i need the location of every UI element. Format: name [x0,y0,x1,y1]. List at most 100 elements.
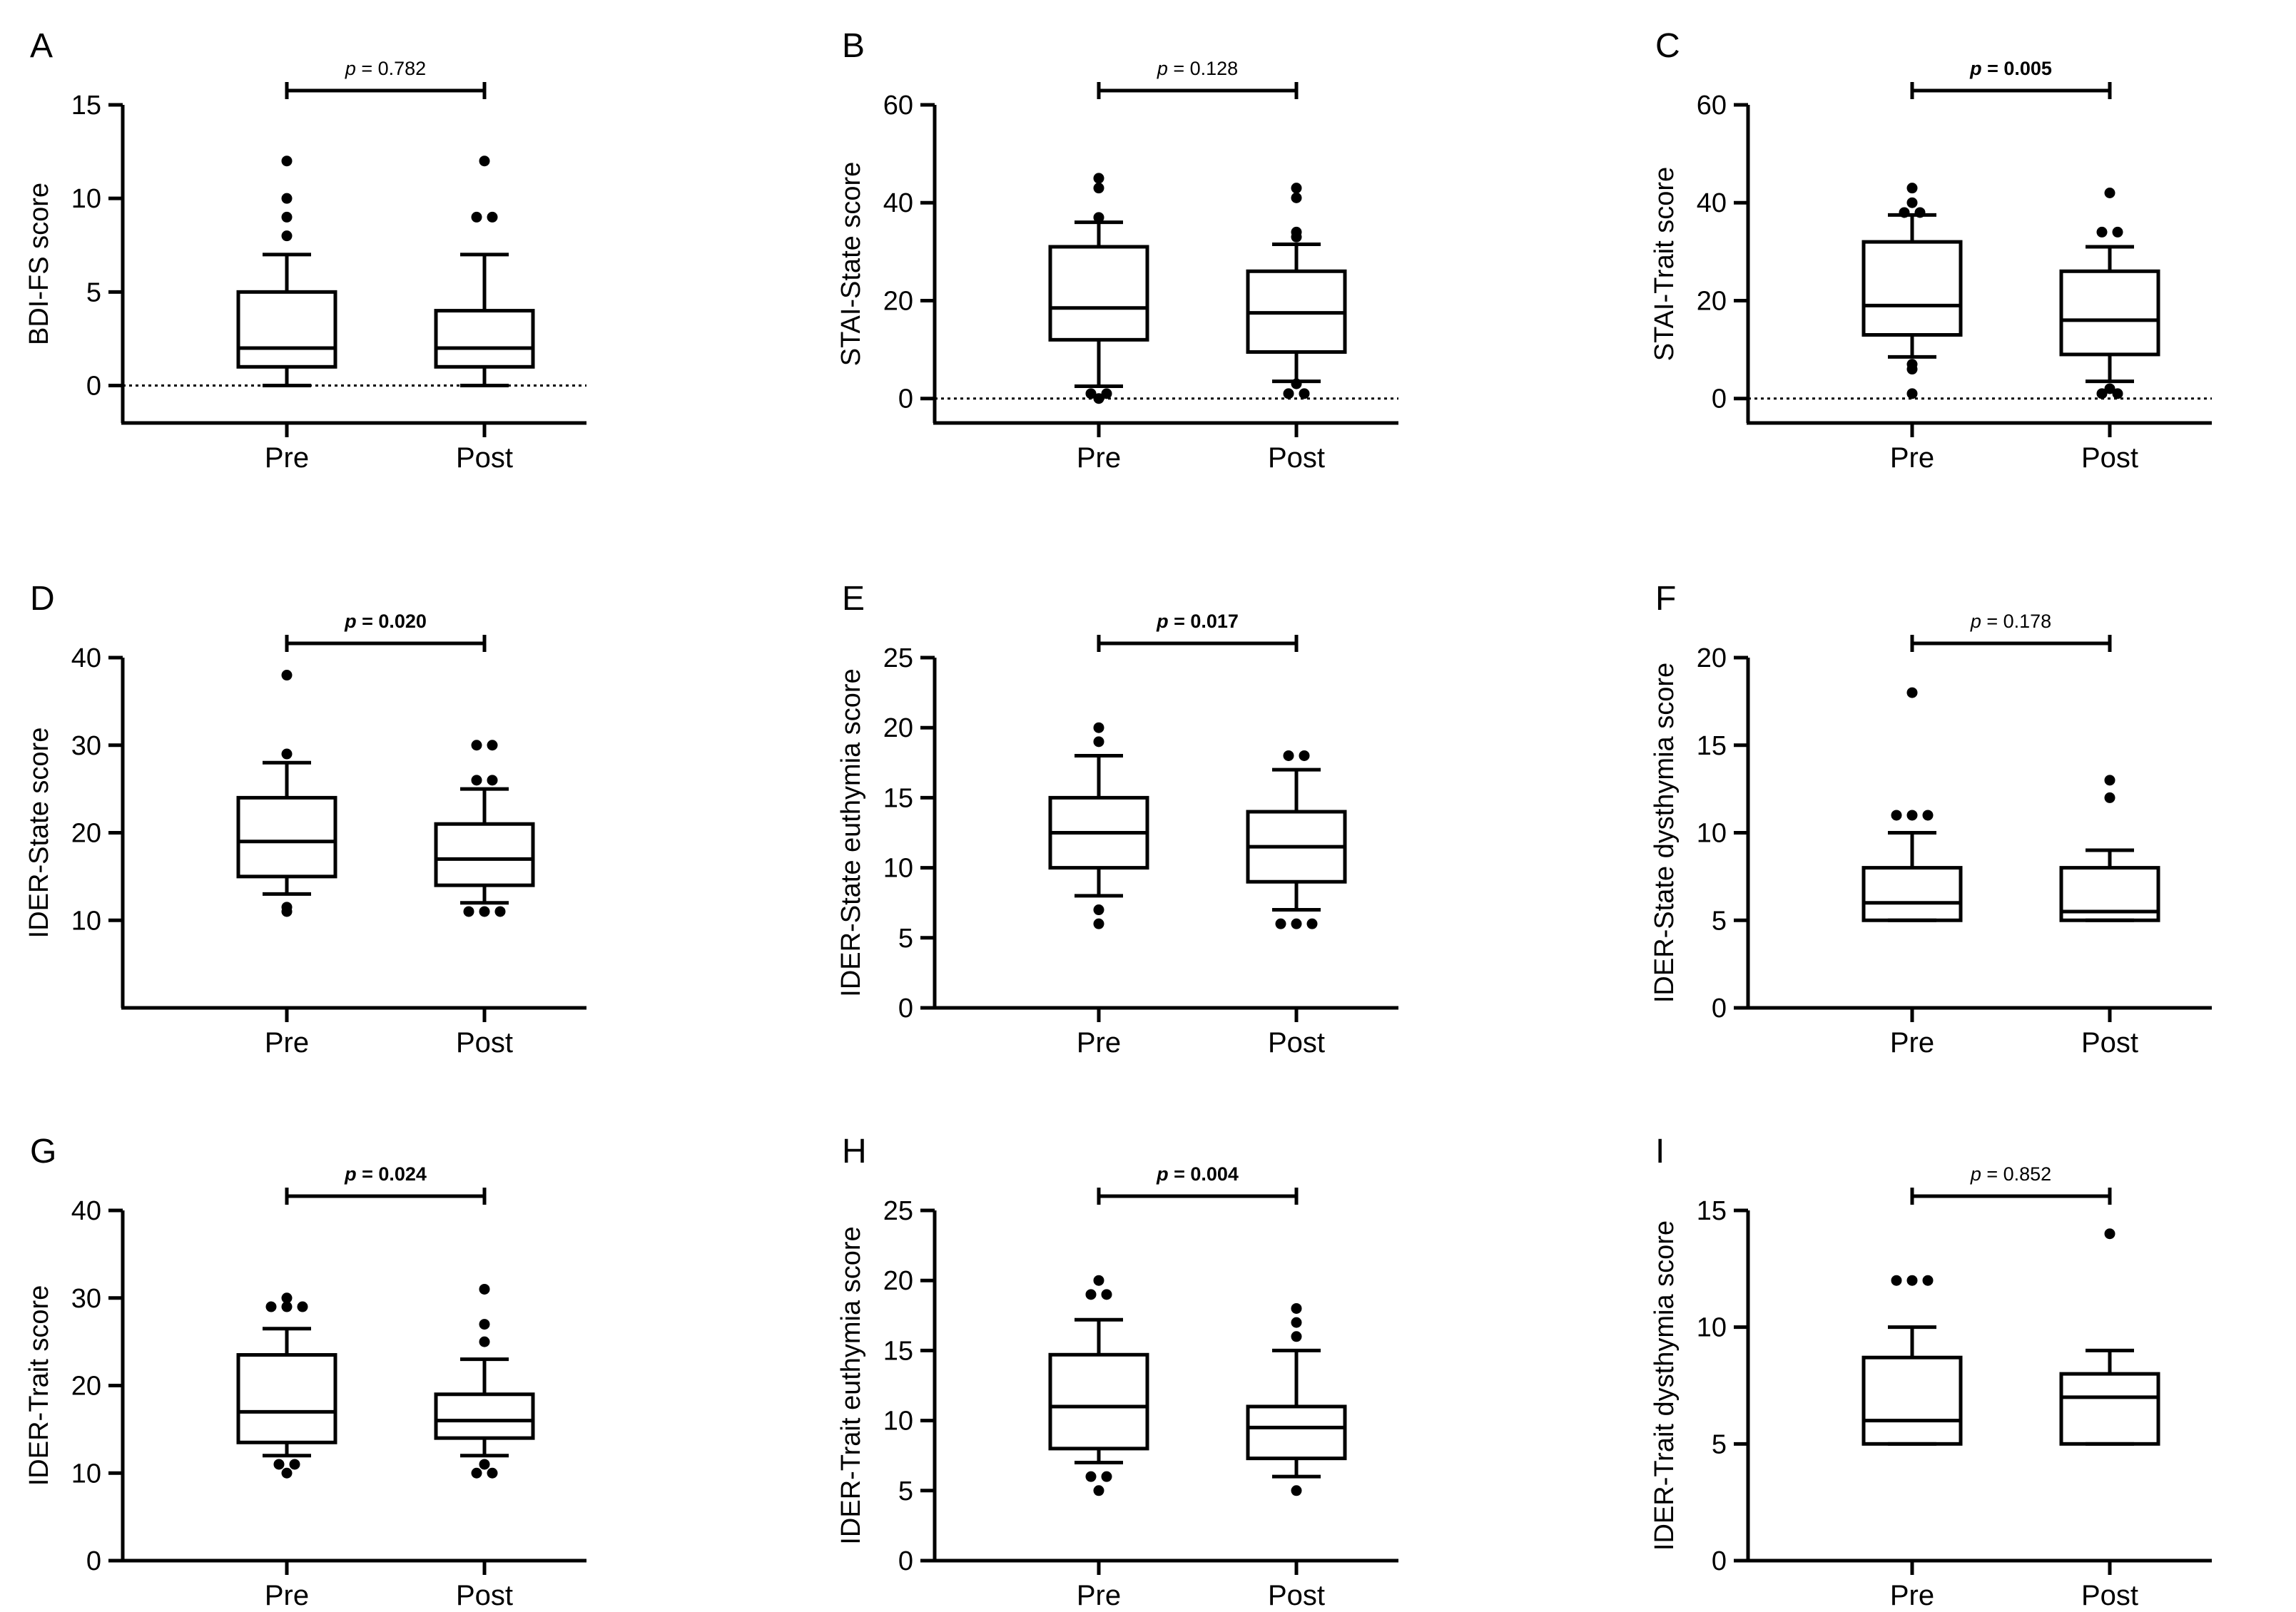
outlier-point [1306,918,1318,929]
x-tick-label: Post [456,1580,513,1611]
p-value-number: = 0.005 [1982,58,2052,79]
outlier-point [281,1301,293,1312]
outlier-point [1101,388,1112,399]
y-axis-title: STAI-State score [836,162,866,367]
outlier-point [1093,1275,1104,1286]
y-axis-title: IDER-Trait score [24,1285,54,1486]
outlier-point [1283,388,1294,399]
box-pre [236,670,337,917]
outlier-point [487,1467,498,1479]
outlier-point [273,1459,285,1470]
p-value-number: = 0.852 [1981,1163,2051,1185]
outlier-point [479,1459,490,1470]
outlier-point [1291,226,1302,238]
box-post [2059,1228,2160,1446]
p-value-label: p = 0.024 [344,1163,427,1185]
y-tick-label: 25 [883,643,913,673]
outlier-point [1291,192,1302,203]
box-pre [1048,1275,1149,1496]
outlier-point [1093,736,1104,748]
y-tick-label: 5 [898,1476,913,1506]
outlier-point [1914,207,1926,218]
outlier-point [487,211,498,223]
y-tick-label: 10 [883,1407,913,1437]
outlier-point [487,740,498,751]
y-axis-title: BDI-FS score [24,183,54,345]
x-tick-label: Pre [1890,1027,1934,1058]
outlier-point [2104,792,2115,803]
x-tick-label: Post [2081,442,2138,474]
x-tick-label: Pre [1890,1580,1934,1611]
p-value-symbol: p [1156,611,1169,632]
y-tick-label: 20 [71,819,101,849]
x-tick-label: Post [1268,442,1325,474]
panel-letter: A [30,27,53,65]
outlier-point [281,670,293,681]
y-tick-label: 5 [86,277,101,307]
outlier-point [1093,173,1104,184]
y-tick-label: 15 [883,783,913,813]
box-post [1246,183,1347,399]
p-value-symbol: p [344,611,357,632]
outlier-point [1093,212,1104,223]
x-tick-label: Post [2081,1580,2138,1611]
outlier-point [1093,393,1104,404]
x-tick-label: Pre [1077,442,1121,474]
outlier-point [1291,1317,1302,1328]
y-tick-label: 20 [1697,643,1727,673]
outlier-point [1291,1331,1302,1342]
outlier-point [2104,188,2115,199]
outlier-point [281,1292,293,1304]
box-post [2059,188,2160,399]
box-post [434,740,535,917]
panel-letter: H [842,1133,867,1170]
p-value-label: p = 0.782 [345,58,426,79]
box-iqr [1048,245,1149,342]
outlier-point [1891,810,1902,821]
box-iqr [236,795,337,879]
box-iqr [2059,269,2160,357]
y-tick-label: 20 [883,286,913,316]
panel-h: H 0 5 10 15 20 25 Pre Post IDER-Trait euthymia sc… [836,1133,1398,1611]
outlier-point [1291,1485,1302,1496]
box-pre [1861,687,1963,922]
x-tick-label: Post [1268,1580,1325,1611]
outlier-point [281,748,293,760]
outlier-point [1906,388,1918,399]
box-post [2059,775,2160,922]
y-axis-title: IDER-Trait dysthymia score [1650,1220,1680,1551]
box-iqr [1048,1352,1149,1451]
x-tick-label: Post [1268,1027,1325,1058]
outlier-point [1906,687,1918,698]
outlier-point [1093,1485,1104,1496]
p-value-number: = 0.004 [1169,1163,1239,1185]
panel-g: G 0 10 20 30 40 Pre Post IDER-Trait score p = 0.0… [24,1133,586,1611]
outlier-point [1906,183,1918,194]
p-value-number: = 0.178 [1981,611,2051,632]
outlier-point [2104,1228,2115,1240]
p-value-label: p = 0.020 [344,611,427,632]
p-value-number: = 0.128 [1168,58,1238,79]
outlier-point [471,1467,482,1479]
y-tick-label: 60 [1697,91,1727,121]
outlier-point [1906,197,1918,208]
y-axis-title: IDER-State dysthymia score [1650,663,1680,1003]
y-tick-label: 40 [883,188,913,218]
outlier-point [1275,918,1286,929]
box-iqr [2059,1372,2160,1446]
outlier-point [1922,1275,1934,1286]
box-pre [236,155,337,388]
p-value-symbol: p [1969,58,1982,79]
y-tick-label: 10 [71,1459,101,1489]
p-value-label: p = 0.004 [1156,1163,1239,1185]
x-tick-label: Pre [265,1580,309,1611]
box-iqr [1861,240,1963,337]
outlier-point [1291,183,1302,194]
outlier-point [1093,918,1104,929]
y-tick-label: 0 [1712,1546,1727,1576]
box-post [1246,1302,1347,1496]
y-tick-label: 10 [883,854,913,884]
outlier-point [265,1301,277,1312]
y-tick-label: 15 [1697,1196,1727,1226]
y-tick-label: 0 [86,1546,101,1576]
